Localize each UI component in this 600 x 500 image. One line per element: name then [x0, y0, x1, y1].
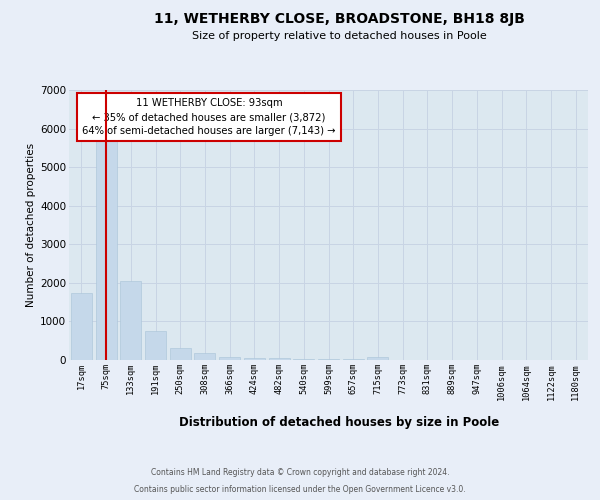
Text: Contains public sector information licensed under the Open Government Licence v3: Contains public sector information licen…	[134, 484, 466, 494]
Bar	[194, 353, 215, 360]
Text: 11, WETHERBY CLOSE, BROADSTONE, BH18 8JB: 11, WETHERBY CLOSE, BROADSTONE, BH18 8JB	[154, 12, 524, 26]
Bar	[244, 358, 265, 360]
Text: Size of property relative to detached houses in Poole: Size of property relative to detached ho…	[191, 31, 487, 41]
Bar	[120, 280, 141, 360]
Bar	[95, 137, 116, 360]
Bar	[145, 331, 166, 360]
Bar	[219, 356, 240, 360]
Bar	[293, 359, 314, 360]
Text: Distribution of detached houses by size in Poole: Distribution of detached houses by size …	[179, 416, 499, 429]
Text: 11 WETHERBY CLOSE: 93sqm
← 35% of detached houses are smaller (3,872)
64% of sem: 11 WETHERBY CLOSE: 93sqm ← 35% of detach…	[82, 98, 336, 136]
Bar	[269, 358, 290, 360]
Bar	[170, 348, 191, 360]
Y-axis label: Number of detached properties: Number of detached properties	[26, 143, 36, 307]
Bar	[318, 359, 339, 360]
Bar	[367, 357, 388, 360]
Bar	[71, 292, 92, 360]
Text: Contains HM Land Registry data © Crown copyright and database right 2024.: Contains HM Land Registry data © Crown c…	[151, 468, 449, 477]
